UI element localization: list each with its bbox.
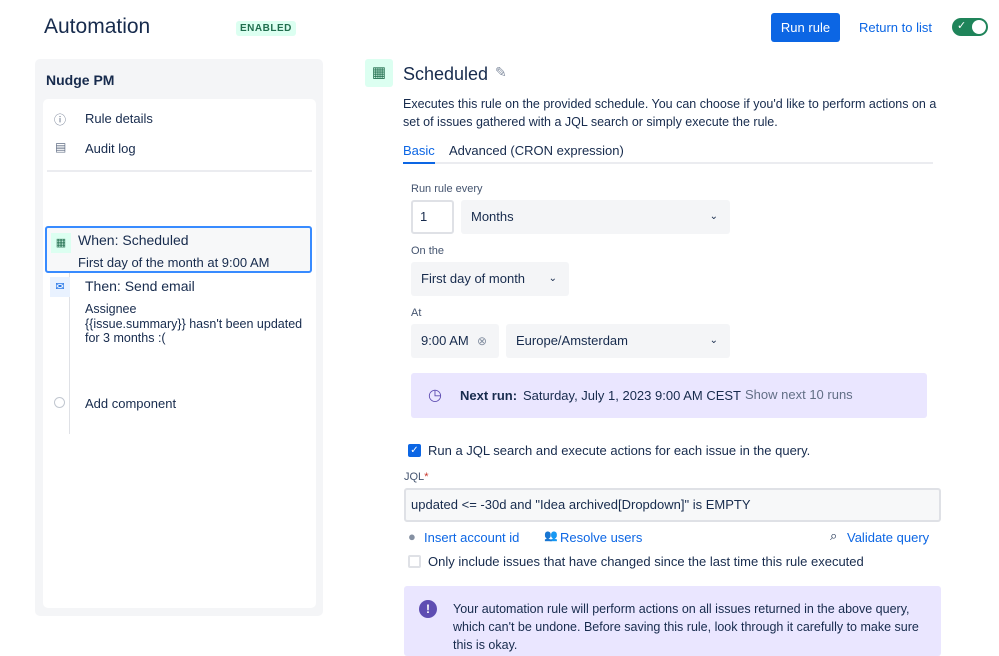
chevron-down-icon: ⌄	[709, 335, 718, 346]
validate-query-link[interactable]: Validate query	[847, 530, 930, 545]
page-title: Automation	[44, 15, 151, 38]
jql-checkbox-label: Run a JQL search and execute actions for…	[428, 443, 811, 458]
search-icon: ⌕	[830, 528, 838, 543]
component-description: Executes this rule on the provided sched…	[403, 97, 937, 129]
jql-checkbox[interactable]: ✓	[408, 444, 421, 457]
at-label: At	[411, 307, 422, 319]
tab-bar: Basic Advanced (CRON expression)	[403, 143, 933, 164]
rule-name: Nudge PM	[46, 72, 115, 88]
chevron-down-icon: ⌄	[709, 211, 718, 222]
calendar-icon: ▦	[365, 59, 393, 87]
only-changed-checkbox[interactable]	[408, 555, 421, 568]
timezone-select[interactable]: Europe/Amsterdam ⌄	[506, 324, 730, 358]
rule-details-link[interactable]: Rule details	[85, 111, 153, 126]
only-changed-label: Only include issues that have changed si…	[428, 554, 864, 569]
status-badge: ENABLED	[236, 21, 296, 36]
users-icon: 👥	[544, 530, 558, 542]
run-rule-button[interactable]: Run rule	[771, 13, 840, 42]
run-every-unit-select[interactable]: Months ⌄	[461, 200, 730, 234]
warning-icon: !	[419, 600, 437, 618]
audit-log-link[interactable]: Audit log	[85, 141, 136, 156]
run-every-input[interactable]: 1	[411, 200, 454, 234]
add-component-link[interactable]: Add component	[85, 396, 177, 411]
add-icon	[54, 397, 65, 408]
rule-enabled-toggle[interactable]: ✓	[952, 18, 988, 36]
time-picker[interactable]: 9:00 AM ⊗	[411, 324, 499, 358]
edit-pencil-icon[interactable]: ✎	[495, 64, 507, 80]
run-every-label: Run rule every	[411, 183, 483, 195]
info-icon: ⓘ	[54, 113, 67, 127]
calendar-icon: ▦	[51, 233, 71, 253]
next-run-banner: ◷ Next run: Saturday, July 1, 2023 9:00 …	[411, 373, 927, 418]
show-next-runs-link[interactable]: Show next 10 runs	[745, 387, 853, 402]
trigger-subtitle: First day of the month at 9:00 AM	[78, 255, 270, 270]
check-icon: ✓	[957, 20, 967, 32]
next-run-label: Next run:	[460, 388, 518, 403]
warning-banner: ! Your automation rule will perform acti…	[404, 586, 941, 656]
jql-input[interactable]: updated <= -30d and "Idea archived[Dropd…	[404, 488, 941, 522]
document-icon: ▤	[55, 140, 67, 154]
divider	[47, 170, 312, 172]
warning-text: Your automation rule will perform action…	[453, 602, 919, 652]
on-the-select[interactable]: First day of month ⌄	[411, 262, 569, 296]
on-the-label: On the	[411, 245, 445, 257]
resolve-users-link[interactable]: Resolve users	[560, 530, 643, 545]
insert-account-id-link[interactable]: Insert account id	[424, 530, 520, 545]
clock-icon: ◷	[428, 387, 442, 404]
chevron-down-icon: ⌄	[548, 273, 557, 284]
rule-connector	[69, 269, 70, 434]
email-icon: ✉	[50, 277, 70, 297]
rule-sidebar: Nudge PM ⓘ Rule details ▤ Audit log ▦ Wh…	[35, 59, 323, 616]
tab-basic[interactable]: Basic	[403, 143, 435, 164]
return-to-list-link[interactable]: Return to list	[859, 20, 932, 35]
tab-advanced[interactable]: Advanced (CRON expression)	[449, 143, 624, 158]
jql-label: JQL*	[404, 471, 429, 483]
clear-icon[interactable]: ⊗	[476, 334, 487, 348]
trigger-scheduled[interactable]: ▦ When: Scheduled First day of the month…	[45, 226, 312, 273]
user-icon: ●	[408, 529, 416, 544]
next-run-value: Saturday, July 1, 2023 9:00 AM CEST	[523, 388, 741, 403]
action-summary: Assignee {{issue.summary}} hasn't been up…	[85, 302, 303, 345]
action-title: Then: Send email	[85, 278, 195, 294]
trigger-title: When: Scheduled	[78, 232, 189, 248]
component-title: Scheduled	[403, 64, 489, 84]
